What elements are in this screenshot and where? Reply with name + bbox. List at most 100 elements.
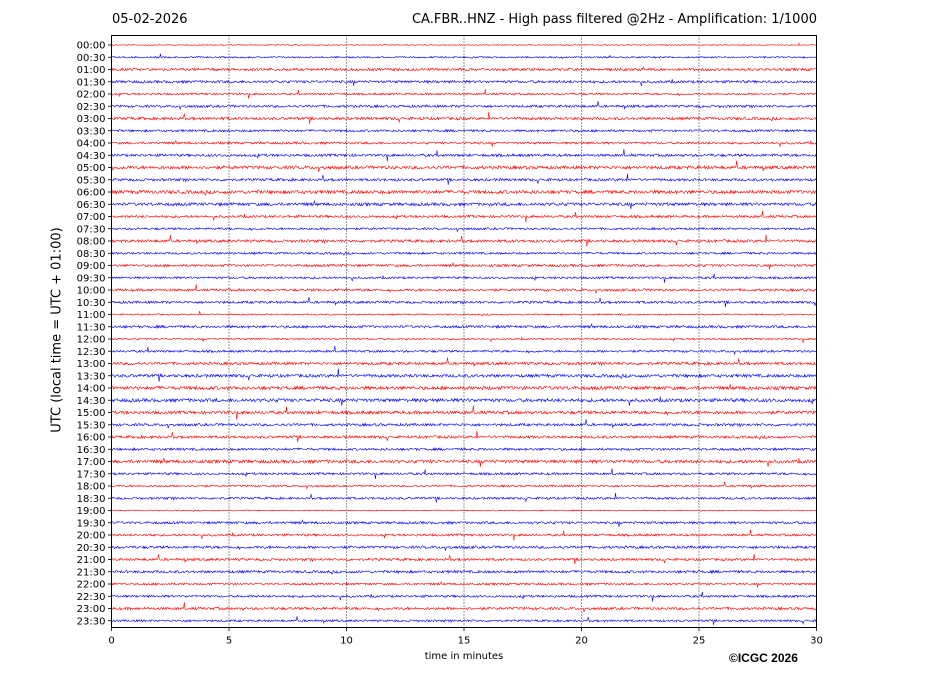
y-tick-label: 05:30 <box>77 175 106 186</box>
trace-line <box>111 544 817 551</box>
trace-line <box>111 128 817 133</box>
y-tick-label: 14:30 <box>77 396 106 407</box>
y-tick-label: 01:00 <box>77 65 106 76</box>
trace-line <box>111 519 817 527</box>
trace-line <box>111 251 817 256</box>
x-tick-label: 25 <box>693 636 706 647</box>
x-axis-label: time in minutes <box>424 651 504 662</box>
y-tick-label: 20:30 <box>77 543 106 554</box>
trace-line <box>111 160 817 172</box>
y-tick-label: 09:30 <box>77 273 106 284</box>
trace-line <box>111 616 817 625</box>
trace-line <box>111 111 817 124</box>
y-tick-label: 07:30 <box>77 224 106 235</box>
trace-line <box>111 396 817 406</box>
y-tick-label: 08:30 <box>77 249 106 260</box>
trace-line <box>111 149 817 162</box>
trace-line <box>111 53 817 60</box>
y-tick-label: 21:00 <box>77 555 106 566</box>
y-tick-label: 15:00 <box>77 408 106 419</box>
y-tick-label: 07:00 <box>77 212 106 223</box>
trace-line <box>111 602 817 613</box>
y-tick-label: 04:00 <box>77 139 106 150</box>
trace-line <box>111 405 817 420</box>
x-ticks: 0 5 10 15 20 25 30 <box>108 627 823 647</box>
y-tick-label: 05:00 <box>77 163 106 174</box>
y-tick-label: 00:30 <box>77 53 106 64</box>
trace-line <box>111 101 817 110</box>
y-tick-label: 03:30 <box>77 126 106 137</box>
trace-line <box>111 336 817 343</box>
trace-line <box>111 509 817 512</box>
traces-group <box>111 42 817 625</box>
y-tick-label: 04:30 <box>77 151 106 162</box>
y-tick-label: 10:00 <box>77 286 106 297</box>
y-tick-label: 02:30 <box>77 102 106 113</box>
trace-line <box>111 89 817 99</box>
trace-line <box>111 66 817 72</box>
trace-line <box>111 384 817 391</box>
trace-line <box>111 173 817 185</box>
y-tick-label: 08:00 <box>77 237 106 248</box>
trace-line <box>111 199 817 210</box>
trace-line <box>111 273 817 283</box>
y-tick-label: 16:00 <box>77 433 106 444</box>
y-tick-label: 13:00 <box>77 359 106 370</box>
plot-date: 05-02-2026 <box>112 12 188 27</box>
trace-line <box>111 430 817 443</box>
trace-line <box>111 297 817 308</box>
trace-line <box>111 481 817 490</box>
trace-line <box>111 311 817 317</box>
y-tick-label: 19:30 <box>77 518 106 529</box>
trace-line <box>111 368 817 382</box>
y-tick-label: 03:00 <box>77 114 106 125</box>
trace-line <box>111 345 817 356</box>
y-tick-label: 17:30 <box>77 469 106 480</box>
x-grid <box>228 35 700 628</box>
x-tick-label: 15 <box>458 636 471 647</box>
trace-line <box>111 447 817 452</box>
y-tick-label: 23:30 <box>77 616 106 627</box>
y-tick-label: 22:30 <box>77 592 106 603</box>
trace-line <box>111 139 817 147</box>
chart-title: CA.FBR..HNZ - High pass filtered @2Hz - … <box>411 12 817 27</box>
y-tick-label: 06:30 <box>77 200 106 211</box>
trace-line <box>111 457 817 467</box>
y-tick-label: 01:30 <box>77 77 106 88</box>
y-tick-label: 18:00 <box>77 482 106 493</box>
y-tick-label: 17:00 <box>77 457 106 468</box>
y-tick-label: 06:00 <box>77 188 106 199</box>
y-tick-label: 11:00 <box>77 310 106 321</box>
y-tick-label: 12:00 <box>77 335 106 346</box>
x-tick-label: 20 <box>575 636 588 647</box>
trace-line <box>111 210 817 223</box>
trace-line <box>111 357 817 367</box>
trace-line <box>111 569 817 575</box>
y-tick-label: 20:00 <box>77 531 106 542</box>
x-tick-label: 0 <box>108 636 114 647</box>
copyright-notice: ©ICGC 2026 <box>729 651 798 665</box>
x-tick-label: 30 <box>810 636 823 647</box>
y-tick-label: 18:30 <box>77 494 106 505</box>
trace-line <box>111 529 817 541</box>
y-tick-label: 13:30 <box>77 371 106 382</box>
trace-line <box>111 42 817 46</box>
y-tick-label: 09:00 <box>77 261 106 272</box>
trace-line <box>111 189 817 196</box>
trace-line <box>111 261 817 270</box>
trace-line <box>111 79 817 86</box>
trace-line <box>111 284 817 294</box>
y-tick-label: 12:30 <box>77 347 106 358</box>
y-tick-label: 00:00 <box>77 41 106 52</box>
trace-line <box>111 553 817 565</box>
x-tick-label: 5 <box>226 636 232 647</box>
y-tick-label: 14:00 <box>77 384 106 395</box>
trace-line <box>111 591 817 602</box>
y-tick-label: 19:00 <box>77 506 106 517</box>
y-tick-label: 10:30 <box>77 298 106 309</box>
trace-line <box>111 419 817 429</box>
plot-frame <box>111 35 817 628</box>
x-tick-label: 10 <box>340 636 353 647</box>
